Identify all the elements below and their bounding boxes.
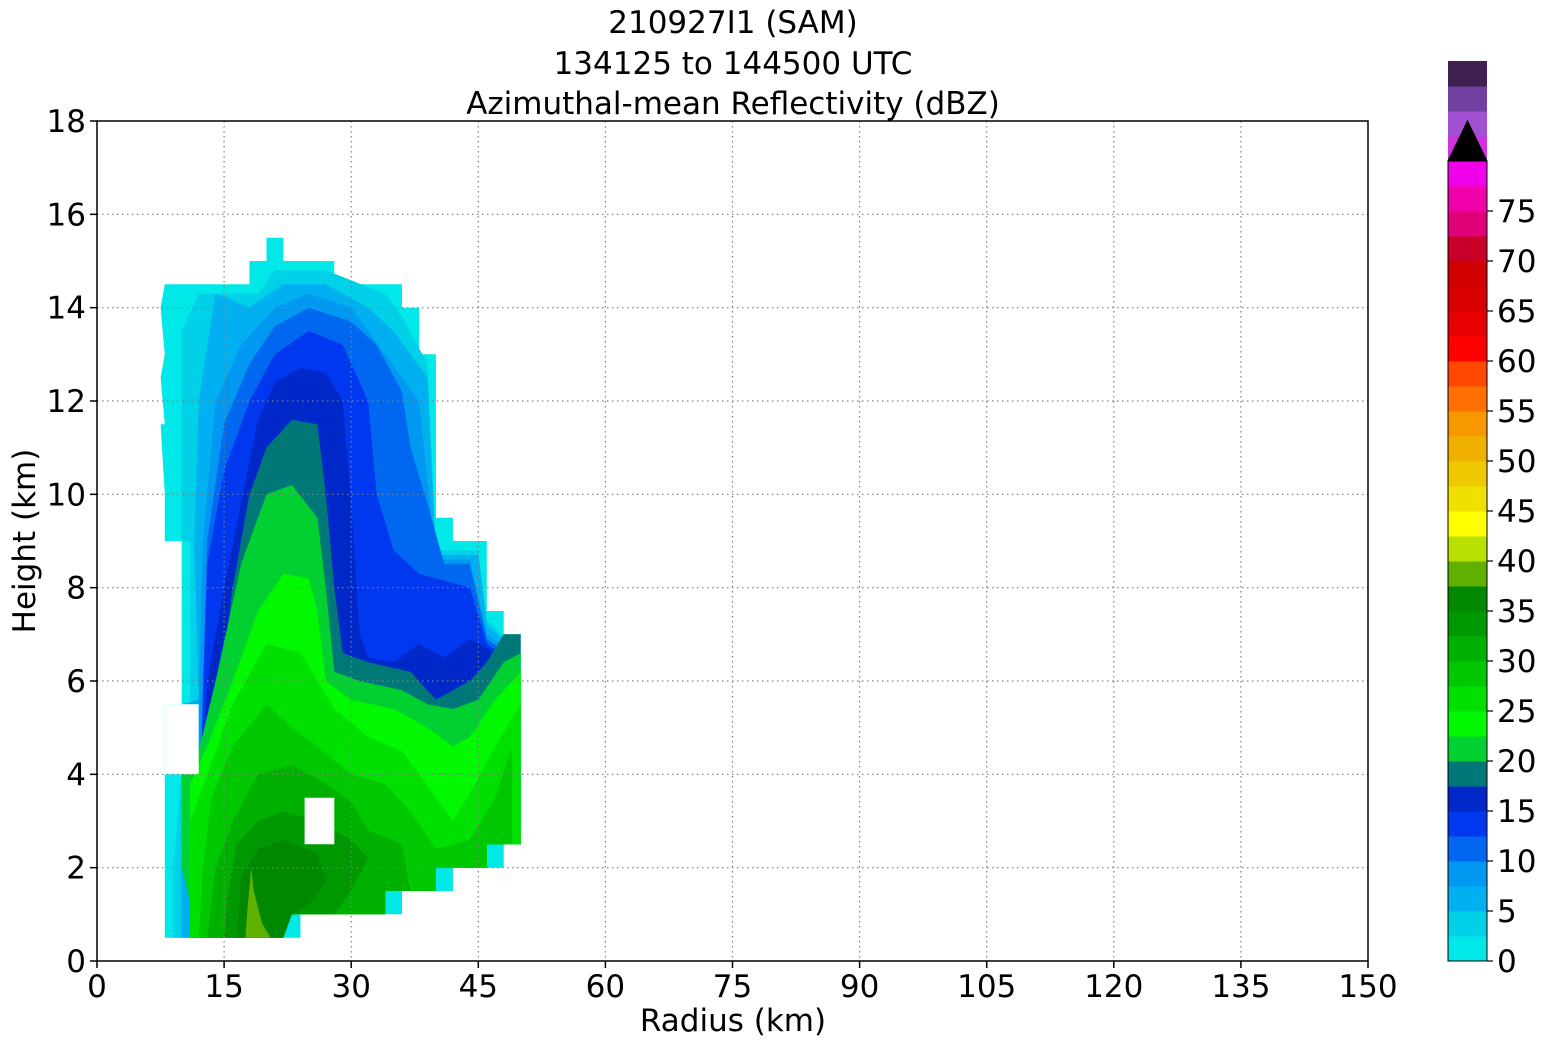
colorbar-swatch-7 — [1448, 761, 1487, 787]
colorbar-swatch-14 — [1448, 586, 1487, 612]
x-axis-label: Radius (km) — [640, 1003, 826, 1039]
y-tick-label-18: 18 — [47, 104, 86, 140]
x-tick-label-150: 150 — [1338, 969, 1397, 1005]
missing-data-layer — [164, 704, 335, 845]
colorbar-swatch-17 — [1448, 511, 1487, 537]
colorbar-swatch-27 — [1448, 261, 1487, 287]
colorbar-swatch-26 — [1448, 286, 1487, 312]
contour-core-37.5 — [245, 867, 271, 938]
y-tick-label-12: 12 — [47, 384, 86, 420]
colorbar-tick-label-75: 75 — [1497, 194, 1536, 230]
y-axis-label: Height (km) — [7, 449, 43, 634]
colorbar-tick-label-60: 60 — [1497, 344, 1536, 380]
plot-area — [96, 120, 1369, 962]
y-tick-label-8: 8 — [66, 571, 86, 607]
x-tick-label-90: 90 — [840, 969, 879, 1005]
colorbar-tick-label-0: 0 — [1497, 944, 1517, 980]
x-tick-label-15: 15 — [204, 969, 243, 1005]
colorbar-swatch-2 — [1448, 886, 1487, 912]
y-tick-label-0: 0 — [66, 944, 86, 980]
colorbar-swatch-20 — [1448, 436, 1487, 462]
colorbar-swatch-28 — [1448, 236, 1487, 262]
colorbar-tick-label-10: 10 — [1497, 844, 1536, 880]
colorbar-swatch-0 — [1448, 936, 1487, 962]
colorbar-tick-label-50: 50 — [1497, 444, 1536, 480]
colorbar-tick-label-35: 35 — [1497, 594, 1536, 630]
colorbar-tick-label-55: 55 — [1497, 394, 1536, 430]
colorbar-swatch-16 — [1448, 536, 1487, 562]
colorbar-swatch-9 — [1448, 711, 1487, 737]
colorbar-swatch-4 — [1448, 836, 1487, 862]
x-tick-label-0: 0 — [87, 969, 107, 1005]
colorbar-swatch-6 — [1448, 786, 1487, 812]
colorbar: 0 5 10 15 20 25 30 35 40 45 50 55 60 65 70 75 — [1447, 61, 1536, 980]
y-tick-label-4: 4 — [66, 757, 86, 793]
y-tick-label-2: 2 — [66, 851, 86, 887]
colorbar-swatch-3 — [1448, 861, 1487, 887]
colorbar-swatch-5 — [1448, 811, 1487, 837]
x-tick-label-105: 105 — [957, 969, 1016, 1005]
colorbar-swatch-30 — [1448, 186, 1487, 212]
y-axis: 0 2 4 6 8 10 12 14 16 18 — [47, 104, 97, 980]
y-tick-label-14: 14 — [47, 291, 86, 327]
x-tick-label-75: 75 — [713, 969, 752, 1005]
colorbar-swatch-21 — [1448, 411, 1487, 437]
colorbar-swatch-25 — [1448, 311, 1487, 337]
colorbar-tick-label-5: 5 — [1497, 894, 1517, 930]
colorbar-swatch-10 — [1448, 686, 1487, 712]
x-tick-label-60: 60 — [586, 969, 625, 1005]
colorbar-swatch-15 — [1448, 561, 1487, 587]
colorbar-tick-label-25: 25 — [1497, 694, 1536, 730]
colorbar-swatch-23 — [1448, 361, 1487, 387]
x-axis: 0 15 30 45 60 75 90 105 120 135 150 — [87, 961, 1398, 1005]
colorbar-swatch-19 — [1448, 461, 1487, 487]
colorbar-swatch-1 — [1448, 911, 1487, 937]
y-tick-label-10: 10 — [47, 477, 86, 513]
colorbar-swatch-11 — [1448, 661, 1487, 687]
colorbar-tick-label-30: 30 — [1497, 644, 1536, 680]
grid-lines — [97, 121, 1368, 961]
colorbar-tick-label-45: 45 — [1497, 494, 1536, 530]
contour-fill-layer — [160, 237, 521, 938]
colorbar-tick-label-15: 15 — [1497, 794, 1536, 830]
colorbar-swatch-24 — [1448, 336, 1487, 362]
title-line-3: Azimuthal-mean Reflectivity (dBZ) — [466, 86, 1000, 122]
x-tick-label-135: 135 — [1211, 969, 1270, 1005]
colorbar-swatch-18 — [1448, 486, 1487, 512]
missing-gap-center — [304, 797, 335, 845]
missing-gap-low-left — [164, 704, 199, 775]
x-tick-label-120: 120 — [1084, 969, 1143, 1005]
colorbar-swatch-22 — [1448, 386, 1487, 412]
title-line-1: 210927I1 (SAM) — [608, 5, 857, 41]
colorbar-tick-label-40: 40 — [1497, 544, 1536, 580]
y-tick-label-6: 6 — [66, 664, 86, 700]
x-tick-label-30: 30 — [331, 969, 370, 1005]
colorbar-swatch-13 — [1448, 611, 1487, 637]
colorbar-tick-label-70: 70 — [1497, 244, 1536, 280]
y-tick-label-16: 16 — [47, 197, 86, 233]
colorbar-swatch-31 — [1448, 161, 1487, 187]
colorbar-tick-label-65: 65 — [1497, 294, 1536, 330]
colorbar-swatch-35 — [1448, 61, 1487, 87]
colorbar-swatch-8 — [1448, 736, 1487, 762]
colorbar-swatch-34 — [1448, 86, 1487, 112]
colorbar-swatch-12 — [1448, 636, 1487, 662]
x-tick-label-45: 45 — [459, 969, 498, 1005]
title-line-2: 134125 to 144500 UTC — [554, 46, 913, 82]
colorbar-swatch-29 — [1448, 211, 1487, 237]
colorbar-tick-label-20: 20 — [1497, 744, 1536, 780]
